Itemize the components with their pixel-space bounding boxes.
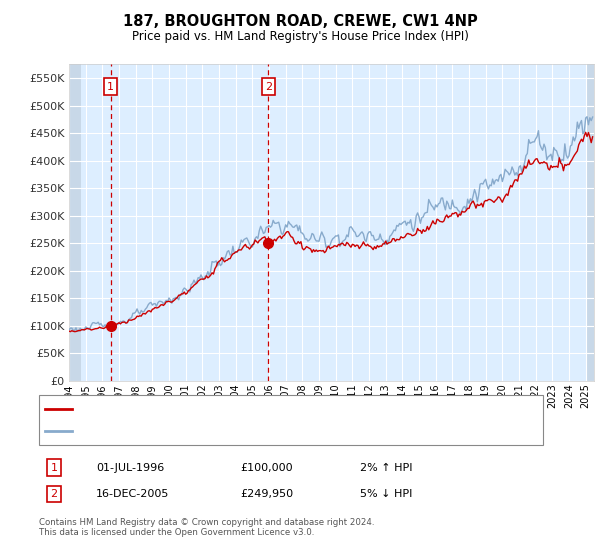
Text: £249,950: £249,950 [240,489,293,499]
Bar [587,64,594,381]
Text: 1: 1 [50,463,58,473]
Text: 01-JUL-1996: 01-JUL-1996 [96,463,164,473]
Text: HPI: Average price, detached house, Cheshire East: HPI: Average price, detached house, Ches… [78,426,343,436]
Text: 2: 2 [50,489,58,499]
Text: 187, BROUGHTON ROAD, CREWE, CW1 4NP (detached house): 187, BROUGHTON ROAD, CREWE, CW1 4NP (det… [78,404,400,414]
Text: 2% ↑ HPI: 2% ↑ HPI [360,463,413,473]
Text: £100,000: £100,000 [240,463,293,473]
Text: 16-DEC-2005: 16-DEC-2005 [96,489,169,499]
Text: 187, BROUGHTON ROAD, CREWE, CW1 4NP: 187, BROUGHTON ROAD, CREWE, CW1 4NP [122,14,478,29]
Text: 5% ↓ HPI: 5% ↓ HPI [360,489,412,499]
Text: Contains HM Land Registry data © Crown copyright and database right 2024.
This d: Contains HM Land Registry data © Crown c… [39,518,374,538]
Text: 2: 2 [265,82,272,91]
Text: 1: 1 [107,82,114,91]
Text: Price paid vs. HM Land Registry's House Price Index (HPI): Price paid vs. HM Land Registry's House … [131,30,469,43]
Bar [69,64,80,381]
